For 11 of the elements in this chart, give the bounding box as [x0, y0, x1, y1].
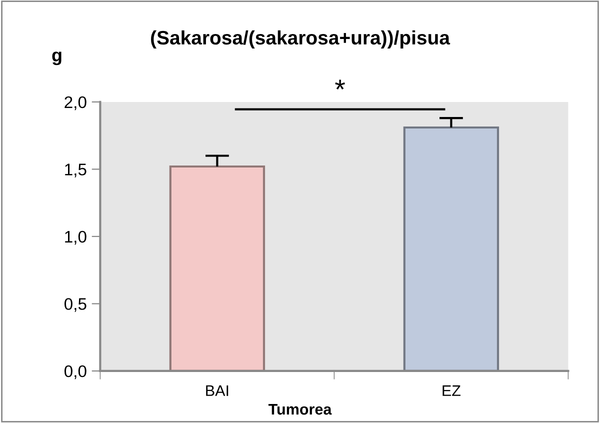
y-tick-label: 0,5 — [64, 298, 86, 312]
text: * — [335, 80, 346, 90]
y-tick-label: 1,5 — [65, 164, 86, 178]
chart-title: (Sakarosa/(sakarosa+ura))/pisua — [151, 30, 450, 48]
y-tick-label: 2,0 — [64, 96, 86, 110]
x-tick-label: EZ — [442, 385, 460, 396]
y-tick-label: 0,0 — [64, 365, 86, 380]
y-axis-title: g — [52, 52, 62, 66]
x-tick-label: BAI — [206, 385, 228, 396]
x-axis-title: Tumorea — [268, 404, 332, 415]
y-tick-label: 1,0 — [65, 230, 86, 245]
